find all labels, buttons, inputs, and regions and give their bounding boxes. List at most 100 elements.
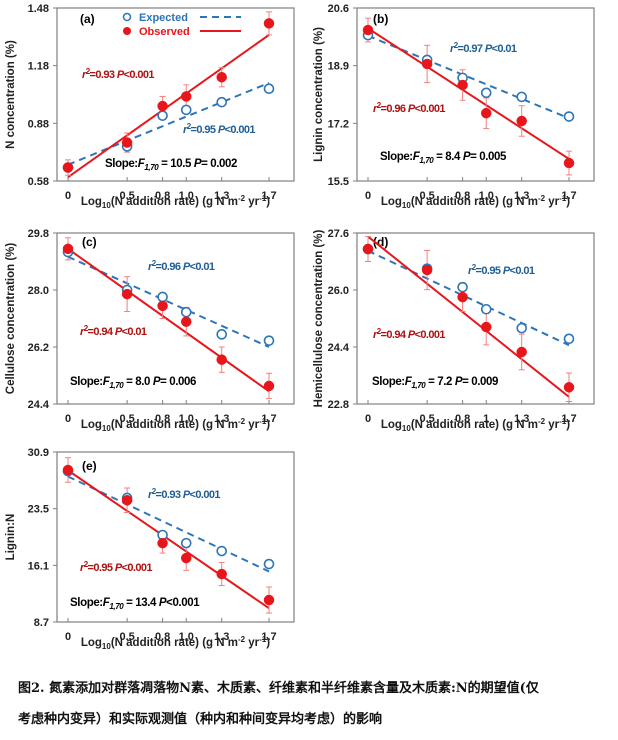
panel-label: (e)	[82, 459, 97, 473]
slope-p: P	[463, 151, 471, 163]
observed-stat-label: r2=0.95 P<0.001	[80, 560, 152, 574]
stat-superscript: 2	[377, 101, 382, 110]
expected-point	[563, 111, 575, 122]
x-tick-label: 1.7	[261, 190, 276, 202]
stat-r2-value: =0.93	[156, 489, 183, 501]
x-axis-label: Log10(N addition rate) (g N m-2 yr-1)	[381, 194, 570, 210]
slope-f-value: = 7.2	[425, 376, 455, 388]
observed-point	[121, 137, 133, 148]
stat-r: r	[450, 43, 455, 55]
x-axis-label-part: (N addition rate) (g N m	[111, 637, 238, 649]
expected-stat-label: r2=0.97 P<0.01	[450, 41, 517, 55]
stat-r: r	[373, 329, 378, 341]
y-axis-label: Cellulose concentration (%)	[5, 243, 17, 395]
panel-label: (d)	[373, 235, 388, 249]
slope-df: 1,70	[411, 381, 426, 390]
expected-stat-label: r2=0.96 P<0.01	[148, 259, 215, 273]
observed-point	[263, 18, 275, 29]
y-tick-label: 0.88	[28, 118, 49, 130]
observed-point	[121, 494, 133, 506]
observed-point	[516, 346, 527, 358]
stat-r2-value: =0.95	[476, 265, 503, 277]
expected-point	[457, 281, 468, 293]
slope-f: F	[413, 151, 421, 163]
stat-r: r	[468, 265, 473, 277]
x-tick-label: 0	[65, 413, 71, 425]
stat-r2-value: =0.93	[90, 69, 117, 81]
x-axis-label-part: )	[566, 419, 570, 431]
x-axis-label-superscript: -2	[238, 194, 246, 203]
y-axis-label: Hemicellulose concentration (%)	[313, 230, 325, 408]
expected-point	[180, 104, 192, 116]
legend-observed-label: Observed	[139, 26, 190, 38]
stat-p-value: <0.01	[190, 261, 215, 273]
slope-f-value: = 13.4	[123, 597, 158, 609]
x-axis-label-superscript: -2	[238, 635, 246, 644]
expected-stat-label: r2=0.95 P<0.001	[183, 122, 255, 136]
observed-stat-label: r2=0.96 P<0.001	[373, 101, 445, 115]
x-tick-label: 1.0	[179, 413, 194, 425]
slope-p-value: = 0.002	[201, 158, 237, 170]
y-tick-label: 30.9	[28, 447, 49, 459]
expected-fit-line	[367, 249, 570, 347]
x-tick-label: 0	[365, 413, 371, 425]
x-tick-label: 1.7	[561, 190, 576, 202]
slope-test-label: Slope:F1,70 = 8.0 P= 0.006	[70, 376, 196, 390]
slope-f-value: = 10.5	[158, 158, 193, 170]
figure-caption-line-2: 考虑种内变异）和实际观测值（种内和种间变异均考虑）的影响	[18, 712, 383, 727]
x-axis-label-part: (N addition rate) (g N m	[111, 196, 238, 208]
y-axis-label: N concentration (%)	[5, 40, 17, 149]
stat-r: r	[373, 103, 378, 115]
observed-point	[263, 594, 275, 606]
observed-point	[263, 380, 275, 392]
x-tick-label: 1.7	[261, 631, 276, 643]
slope-df: 1,70	[109, 602, 124, 611]
y-tick-label: 18.9	[328, 61, 349, 73]
observed-fit-line	[67, 34, 270, 178]
panel-label: (c)	[82, 235, 97, 249]
x-axis-label-superscript: -2	[538, 194, 546, 203]
slope-p-value: = 0.006	[160, 376, 196, 388]
slope-f: F	[103, 597, 111, 609]
observed-point	[421, 58, 433, 70]
observed-point	[480, 107, 492, 119]
observed-point	[157, 537, 168, 549]
x-axis-label-part: Log	[81, 196, 102, 208]
stat-p: P	[218, 124, 226, 136]
legend-observed-marker	[123, 27, 131, 35]
chart-panel-b: 15.517.218.920.60 0.5 0.8 1.0 1.3 1.7Log10(N …	[313, 3, 595, 210]
plot-frame	[56, 232, 295, 405]
slope-test-label: Slope:F1,70 = 7.2 P= 0.009	[372, 376, 498, 390]
legend-expected-marker	[122, 12, 132, 22]
y-tick-label: 27.6	[328, 228, 349, 240]
observed-point	[480, 321, 492, 333]
x-axis-label-subscript: 10	[402, 201, 411, 210]
x-tick-label: 1.3	[514, 413, 529, 425]
x-axis-label: Log10(N addition rate) (g N m-2 yr-1)	[381, 417, 570, 433]
stat-p-value: <0.001	[225, 124, 256, 136]
expected-fit-line	[67, 82, 270, 166]
observed-point	[216, 71, 227, 83]
x-axis-label-superscript: -1	[259, 417, 267, 426]
expected-point	[263, 335, 275, 346]
expected-point	[263, 558, 275, 570]
observed-point	[457, 79, 468, 91]
observed-fit-line	[67, 248, 270, 393]
expected-point	[216, 545, 228, 557]
y-axis-label: Lignin concentration (%)	[313, 27, 325, 162]
stat-p-value: <0.001	[415, 329, 446, 341]
stat-p-value: <0.001	[124, 69, 155, 81]
x-tick-label: 0.5	[419, 190, 434, 202]
y-tick-label: 24.4	[28, 399, 50, 411]
slope-f: F	[405, 376, 413, 388]
stat-p-value: <0.01	[122, 326, 147, 338]
observed-point	[457, 291, 468, 303]
x-axis-label-superscript: -2	[538, 417, 546, 426]
expected-point	[216, 329, 228, 340]
x-axis-label-part: yr	[245, 196, 260, 208]
y-tick-label: 15.5	[328, 176, 349, 188]
slope-prefix: Slope:	[372, 376, 405, 388]
stat-r2-value: =0.97	[458, 43, 485, 55]
stat-p: P	[183, 261, 191, 273]
stat-r: r	[80, 326, 85, 338]
